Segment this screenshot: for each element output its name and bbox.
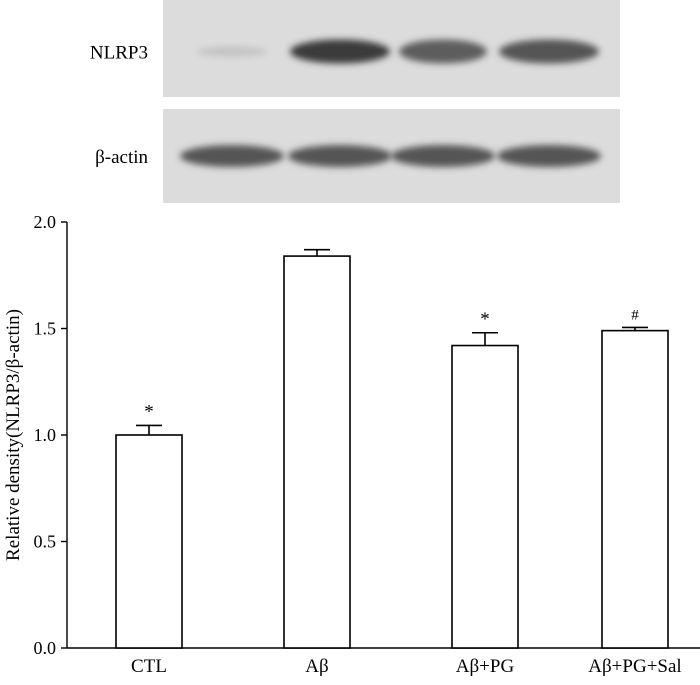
blot-band bbox=[399, 39, 487, 64]
blot-band bbox=[197, 46, 267, 57]
y-tick-label: 1.5 bbox=[34, 319, 57, 339]
blot-label: β-actin bbox=[95, 147, 148, 168]
significance-mark: * bbox=[144, 401, 154, 422]
y-tick-label: 2.0 bbox=[34, 212, 57, 232]
y-tick-label: 0.0 bbox=[34, 638, 57, 658]
blot-band bbox=[391, 145, 495, 167]
y-axis-label: Relative density(NLRP3/β-actin) bbox=[3, 309, 24, 561]
x-tick-label: CTL bbox=[131, 656, 167, 677]
significance-mark: # bbox=[631, 307, 639, 323]
bar bbox=[283, 255, 351, 649]
blot-label: NLRP3 bbox=[90, 43, 148, 64]
blot-band bbox=[288, 145, 392, 167]
y-tick-label: 1.0 bbox=[34, 425, 57, 445]
blot-band bbox=[497, 145, 601, 167]
bar bbox=[451, 344, 519, 649]
bar bbox=[115, 434, 183, 649]
x-tick-label: Aβ+PG bbox=[456, 656, 515, 677]
x-tick-label: Aβ bbox=[305, 656, 328, 677]
blot-band bbox=[180, 145, 284, 167]
significance-mark: * bbox=[480, 309, 490, 330]
blot-band bbox=[499, 39, 599, 64]
y-tick-label: 0.5 bbox=[34, 532, 57, 552]
blot-band bbox=[290, 39, 390, 64]
x-tick-label: Aβ+PG+Sal bbox=[588, 656, 681, 677]
bar bbox=[601, 329, 669, 649]
